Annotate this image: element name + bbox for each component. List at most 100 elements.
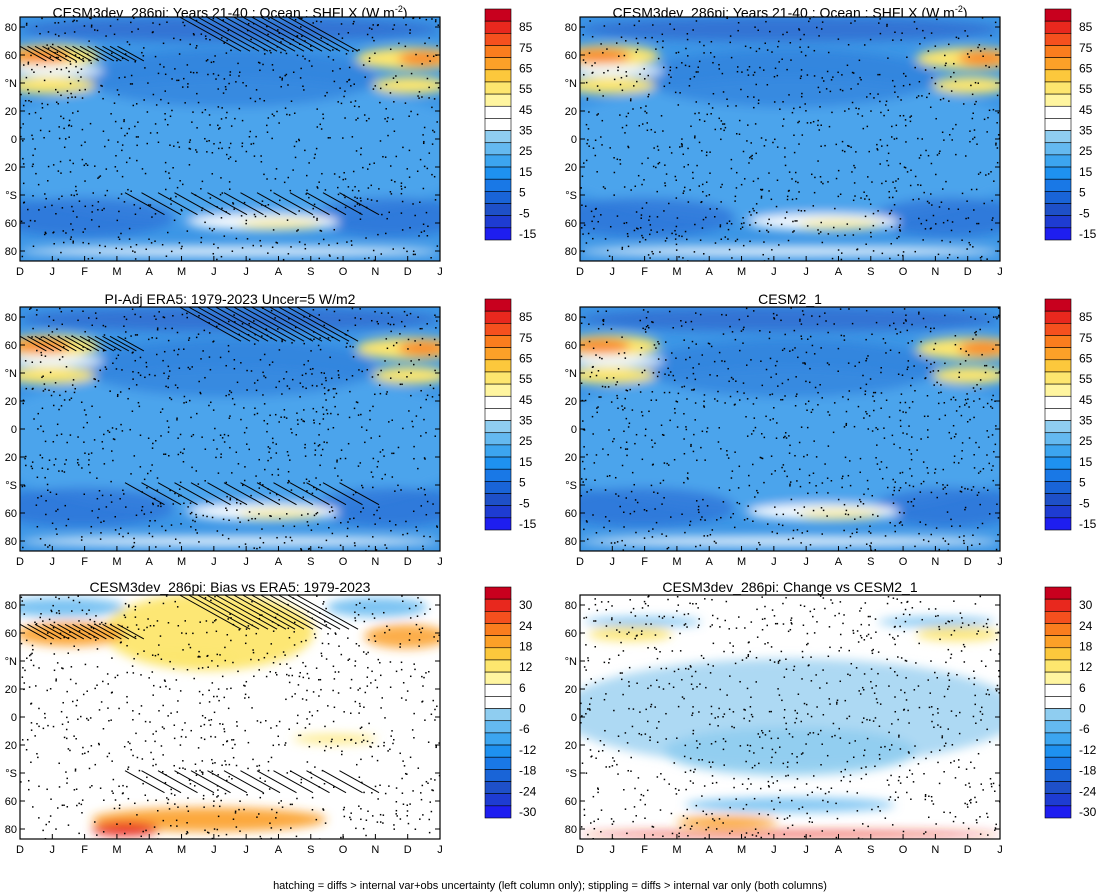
colorbar-swatch — [1044, 468, 1072, 482]
colorbar-swatch — [484, 456, 512, 470]
stippling — [580, 307, 1000, 551]
x-tick-label: A — [146, 844, 154, 856]
y-tick-label: 60 — [5, 50, 17, 62]
field-region — [958, 51, 1000, 66]
x-tick-label: D — [576, 266, 584, 278]
colorbar-label: -5 — [519, 496, 530, 510]
colorbar-swatch — [484, 598, 512, 612]
heatmap-plot: 80 60 °N 20 0 20 °S 60 80 D J F M A M J J A S O N D J 85 75 65 55 4… — [565, 8, 1097, 278]
field-region — [20, 368, 440, 515]
y-tick-label: °N — [5, 656, 17, 668]
colorbar-swatch — [1044, 323, 1072, 336]
colorbar-swatch — [484, 505, 512, 519]
y-tick-label: °S — [565, 190, 577, 202]
y-tick-label: 0 — [11, 424, 17, 436]
colorbar-label: 15 — [1079, 455, 1093, 469]
colorbar-swatch — [484, 227, 512, 241]
colorbar-swatch — [484, 395, 512, 409]
x-tick-label: J — [50, 844, 56, 856]
colorbar-label: 35 — [1079, 124, 1093, 138]
footer-note: hatching = diffs > internal var+obs unce… — [273, 880, 827, 892]
colorbar-swatch — [1044, 647, 1072, 661]
colorbar-swatch — [1044, 215, 1072, 229]
y-tick-label: 80 — [565, 22, 577, 34]
hatching — [20, 307, 380, 506]
y-tick-label: 80 — [565, 824, 577, 836]
colorbar-swatch — [1044, 383, 1072, 397]
y-tick-label: 20 — [5, 684, 17, 696]
stippling — [580, 595, 1000, 839]
x-tick-label: J — [211, 556, 217, 568]
colorbar-swatch — [484, 732, 512, 746]
colorbar-swatch — [1044, 57, 1072, 71]
field-region — [372, 76, 440, 94]
colorbar-swatch — [1044, 166, 1072, 180]
field-region — [798, 509, 883, 520]
colorbar-swatch — [484, 708, 512, 722]
x-tick-label: N — [371, 266, 379, 278]
colorbar-swatch — [484, 383, 512, 397]
colorbar-swatch — [1044, 335, 1072, 348]
colorbar-swatch — [484, 166, 512, 180]
colorbar-swatch — [1044, 793, 1072, 807]
field-region — [83, 338, 377, 398]
colorbar-label: -6 — [519, 722, 530, 736]
field-region — [874, 197, 1000, 237]
colorbar-label: -15 — [1079, 227, 1097, 241]
colorbar-label: 15 — [519, 455, 533, 469]
x-tick-label: J — [771, 556, 777, 568]
y-tick-label: °N — [565, 368, 577, 380]
x-tick-label: J — [243, 266, 249, 278]
x-tick-label: F — [81, 556, 88, 568]
y-tick-label: 80 — [5, 536, 17, 548]
x-tick-label: J — [437, 844, 443, 856]
colorbar-swatch — [1044, 598, 1072, 612]
colorbar — [1044, 298, 1072, 531]
x-tick-label: M — [672, 266, 681, 278]
colorbar-swatch — [484, 81, 512, 95]
colorbar-swatch — [1044, 298, 1072, 312]
x-tick-label: S — [867, 556, 874, 568]
colorbar-swatch — [484, 647, 512, 661]
colorbar-swatch — [484, 57, 512, 71]
colorbar-swatch — [1044, 33, 1072, 46]
panel-title: CESM3dev_286pi: Change vs CESM2_1 — [662, 579, 918, 595]
field-region — [326, 597, 428, 617]
x-tick-label: M — [672, 556, 681, 568]
x-tick-label: O — [899, 266, 908, 278]
y-tick-label: °S — [565, 480, 577, 492]
field-region — [398, 51, 440, 66]
colorbar-label: -18 — [519, 764, 537, 778]
hatching — [20, 595, 380, 794]
x-tick-label: S — [307, 266, 314, 278]
field-region — [643, 338, 937, 398]
colorbar-swatch — [484, 696, 512, 709]
colorbar-swatch — [484, 635, 512, 649]
field-region — [238, 219, 323, 230]
field-region — [20, 621, 125, 647]
x-tick-label: D — [16, 266, 24, 278]
colorbar-swatch — [1044, 769, 1072, 782]
colorbar-swatch — [1044, 8, 1072, 22]
y-tick-label: 80 — [565, 246, 577, 258]
field-region — [874, 487, 1000, 527]
colorbar-swatch — [1044, 227, 1072, 241]
y-tick-label: 0 — [11, 134, 17, 146]
field-region — [580, 17, 1000, 42]
y-tick-label: 60 — [565, 218, 577, 230]
field-region — [580, 830, 1000, 838]
colorbar-label: 12 — [519, 660, 533, 674]
y-tick-label: 20 — [5, 396, 17, 408]
x-tick-label: M — [737, 266, 746, 278]
colorbar-swatch — [1044, 408, 1072, 421]
colorbar-swatch — [484, 805, 512, 819]
colorbar-swatch — [1044, 178, 1072, 192]
x-tick-label: J — [610, 844, 616, 856]
colorbar-swatch — [484, 20, 512, 34]
colorbar-swatch — [484, 420, 512, 434]
colorbar-label: 30 — [1079, 598, 1093, 612]
x-tick-label: A — [706, 556, 714, 568]
colorbar-label: 85 — [1079, 20, 1093, 34]
x-tick-label: S — [867, 844, 874, 856]
